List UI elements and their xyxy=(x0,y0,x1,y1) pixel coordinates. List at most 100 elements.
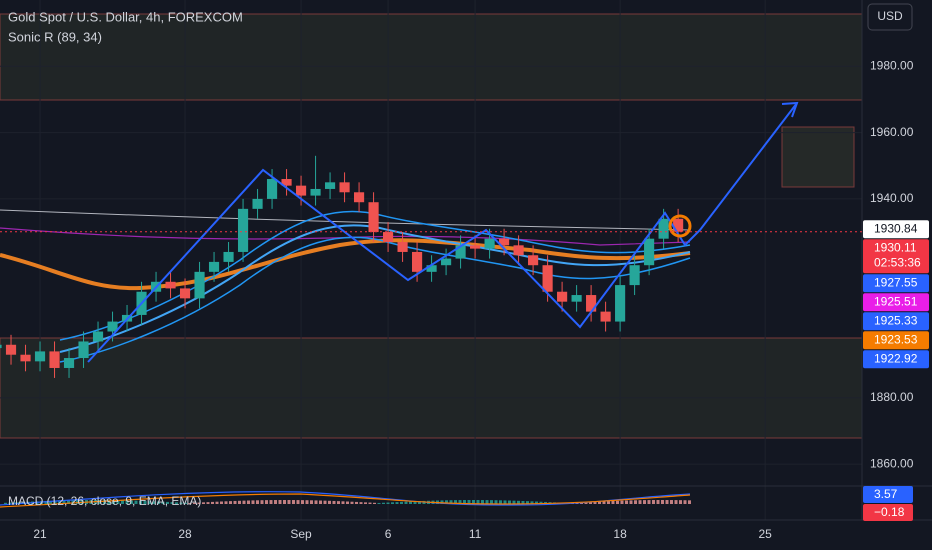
candle-body xyxy=(295,185,307,196)
candle-body xyxy=(528,255,539,266)
price-label: 1927.55 xyxy=(874,275,918,289)
price-label-bg xyxy=(863,239,929,274)
macd-bar xyxy=(13,502,16,504)
macd-bar xyxy=(382,502,385,504)
macd-bar xyxy=(233,500,237,504)
macd-bar xyxy=(175,502,178,504)
macd-bar xyxy=(107,500,111,504)
macd-label-bg xyxy=(863,504,913,521)
macd-bar xyxy=(643,500,646,504)
macd-bar xyxy=(404,501,408,504)
macd-bar xyxy=(310,500,313,504)
macd-bar xyxy=(625,500,628,504)
macd-bar xyxy=(287,500,291,504)
y-tick-label: 1960.00 xyxy=(870,125,914,139)
macd-bar xyxy=(206,502,210,504)
candle-body xyxy=(49,351,60,368)
macd-bar xyxy=(476,500,480,504)
macd-bar xyxy=(670,500,673,504)
price-label-bg xyxy=(863,312,929,331)
candle-body xyxy=(513,245,524,256)
price-label: 1925.51 xyxy=(874,294,918,308)
macd-bar xyxy=(512,500,516,504)
candle-body xyxy=(339,182,350,193)
macd-bar xyxy=(481,500,484,504)
band-line xyxy=(59,210,691,341)
macd-label-bg xyxy=(863,486,913,503)
currency-button[interactable] xyxy=(867,3,913,31)
candle-body xyxy=(658,218,669,239)
price-label: 1925.33 xyxy=(874,313,918,327)
indicator-name: Sonic R (89, 34) xyxy=(8,29,102,44)
countdown: 02:53:36 xyxy=(874,255,921,269)
macd-bar xyxy=(508,500,511,504)
macd-bar xyxy=(211,501,214,504)
macd-bar xyxy=(58,500,61,504)
ma-line xyxy=(0,209,691,231)
candle-body xyxy=(441,258,452,266)
candle-body xyxy=(324,182,336,189)
macd-bar xyxy=(521,500,525,504)
candle-body xyxy=(542,265,553,292)
macd-bar xyxy=(499,500,502,504)
macd-bar xyxy=(413,501,417,504)
macd-bar xyxy=(679,500,682,504)
macd-bar xyxy=(503,500,507,504)
macd-bar xyxy=(229,501,232,504)
macd-bar xyxy=(391,502,394,504)
candle-body xyxy=(5,344,17,355)
macd-bar xyxy=(674,500,678,504)
macd-bar xyxy=(121,500,124,504)
macd-bar xyxy=(269,500,273,504)
macd-bar xyxy=(4,502,7,504)
macd-bar xyxy=(116,500,120,504)
macd-bar xyxy=(454,500,457,504)
macd-bar xyxy=(418,501,421,504)
macd-bar xyxy=(332,500,336,504)
macd-bar xyxy=(148,501,151,504)
macd-bar xyxy=(220,501,223,504)
macd-bar xyxy=(377,502,381,504)
target-box xyxy=(781,126,855,188)
candle-body xyxy=(368,202,379,233)
candle-body xyxy=(629,265,640,286)
macd-bar xyxy=(463,500,466,504)
macd-bar xyxy=(688,500,691,504)
macd-bar xyxy=(179,502,183,504)
x-tick-label: 28 xyxy=(178,527,192,541)
macd-bar xyxy=(139,500,142,504)
macd-bar xyxy=(260,500,264,504)
macd-bar xyxy=(292,500,295,504)
macd-bar xyxy=(409,501,412,504)
macd-bar xyxy=(656,500,660,504)
price-label-bg xyxy=(863,293,929,312)
macd-bar xyxy=(184,502,187,504)
candle-body xyxy=(252,198,263,209)
macd-bar xyxy=(143,500,147,504)
macd-bar xyxy=(467,500,471,504)
macd-bar xyxy=(589,501,592,504)
price-label: 1930.84 xyxy=(874,221,918,235)
x-tick-label: 25 xyxy=(758,527,772,541)
macd-bar xyxy=(337,501,340,504)
candle-body xyxy=(237,208,249,252)
candle-body xyxy=(397,242,408,252)
macd-bar xyxy=(598,501,601,504)
candle-body xyxy=(426,265,437,272)
macd-label: 3.57 xyxy=(874,487,898,501)
macd-bar xyxy=(314,500,318,504)
price-label: 1923.53 xyxy=(874,332,918,346)
macd-bar xyxy=(350,501,354,504)
candle-body xyxy=(455,245,466,259)
macd-bar xyxy=(445,500,448,504)
candle-body xyxy=(673,218,684,232)
candle-body xyxy=(194,271,205,299)
currency[interactable]: USD xyxy=(877,9,903,23)
arrow-head xyxy=(781,101,799,118)
macd-bar xyxy=(607,501,610,504)
macd-bar xyxy=(328,500,331,504)
macd-bar xyxy=(8,502,12,504)
candle-body xyxy=(78,341,89,359)
macd-bar xyxy=(283,500,286,504)
candle-body xyxy=(223,251,234,262)
